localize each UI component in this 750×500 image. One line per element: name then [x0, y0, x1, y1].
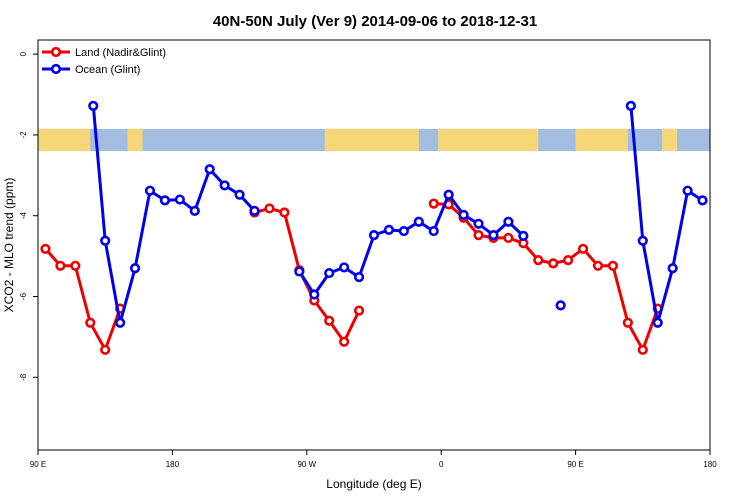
data-point — [652, 317, 663, 328]
data-point — [428, 225, 439, 237]
data-point — [339, 262, 350, 273]
data-point — [625, 100, 636, 111]
data-point — [294, 266, 305, 277]
data-point — [309, 289, 320, 300]
data-point — [518, 230, 529, 242]
chart-title: 40N-50N July (Ver 9) 2014-09-06 to 2018-… — [213, 13, 537, 30]
data-point — [458, 209, 469, 221]
data-point — [40, 243, 51, 254]
data-point — [428, 198, 439, 209]
legend-ocean-label: Ocean (Glint) — [75, 64, 140, 76]
data-point — [443, 189, 454, 200]
map-land — [127, 128, 143, 152]
legend-item-ocean: Ocean (Glint) — [42, 63, 140, 76]
data-point — [115, 317, 126, 328]
data-point — [70, 260, 81, 271]
series-0 — [40, 198, 663, 355]
x-axis-label: Longitude (deg E) — [326, 477, 421, 491]
y-tick-label: -4 — [19, 212, 28, 220]
series-line — [298, 193, 525, 296]
x-tick-label: 90 E — [567, 460, 583, 469]
data-point — [682, 185, 693, 196]
data-point — [577, 243, 589, 254]
data-point — [548, 258, 559, 269]
x-axis: 90 E 180 90 W 0 90 E 180 — [30, 450, 717, 469]
map-land — [575, 128, 628, 152]
data-point — [353, 305, 365, 316]
data-point — [129, 263, 141, 274]
data-point — [85, 317, 96, 328]
data-point — [555, 300, 566, 311]
data-point — [563, 255, 574, 266]
data-point — [473, 230, 484, 241]
x-tick-label: 90 W — [297, 460, 316, 469]
x-tick-label: 90 E — [30, 460, 46, 469]
data-point — [339, 336, 350, 347]
legend-land-label: Land (Nadir&Glint) — [75, 47, 166, 59]
y-tick-label: 0 — [19, 51, 28, 56]
x-tick-label: 180 — [166, 460, 180, 469]
map-land — [324, 128, 419, 152]
map-land — [438, 128, 539, 152]
y-tick-label: -6 — [19, 292, 28, 300]
data-point — [667, 263, 678, 274]
legend: Land (Nadir&Glint) Ocean (Glint) — [42, 46, 166, 76]
data-point — [697, 195, 708, 206]
data-point — [264, 203, 275, 214]
data-point — [413, 216, 424, 227]
x-tick-label: 0 — [439, 460, 444, 469]
series-layer — [40, 100, 708, 355]
data-point — [189, 205, 200, 216]
series-line — [254, 206, 361, 344]
data-point — [383, 224, 395, 235]
data-point — [503, 216, 514, 227]
data-point — [503, 232, 514, 244]
world-map-band — [38, 128, 710, 152]
data-point — [219, 180, 230, 191]
data-point — [368, 230, 380, 241]
data-point — [204, 164, 215, 175]
data-point — [592, 260, 604, 271]
data-point — [324, 315, 335, 326]
map-land — [38, 128, 91, 152]
legend-item-land: Land (Nadir&Glint) — [42, 46, 166, 59]
map-land — [662, 128, 678, 152]
x-tick-label: 180 — [703, 460, 717, 469]
y-axis: 0 -2 -4 -6 -8 — [19, 51, 38, 381]
data-point — [249, 205, 260, 216]
y-tick-label: -2 — [19, 131, 28, 139]
data-point — [174, 194, 185, 205]
data-point — [144, 185, 156, 196]
data-point — [55, 260, 66, 271]
data-point — [637, 344, 648, 355]
data-point — [607, 260, 619, 271]
legend-ocean-marker — [50, 63, 62, 75]
legend-land-marker — [50, 46, 62, 58]
series-1 — [88, 100, 708, 328]
data-point — [488, 230, 499, 241]
data-point — [100, 235, 111, 246]
data-point — [279, 207, 290, 218]
data-point — [398, 225, 409, 237]
plot-frame — [37, 39, 711, 451]
data-point — [100, 344, 111, 355]
data-point — [234, 189, 245, 200]
data-point — [88, 100, 99, 111]
data-point — [353, 272, 365, 283]
data-point — [159, 195, 171, 206]
y-axis-label: XCO2 - MLO trend (ppm) — [2, 178, 16, 313]
series-line — [433, 202, 660, 352]
y-tick-label: -8 — [19, 373, 28, 381]
data-point — [622, 317, 633, 328]
data-point — [637, 235, 648, 246]
data-point — [324, 267, 335, 279]
data-point — [473, 218, 484, 229]
data-point — [533, 255, 544, 266]
